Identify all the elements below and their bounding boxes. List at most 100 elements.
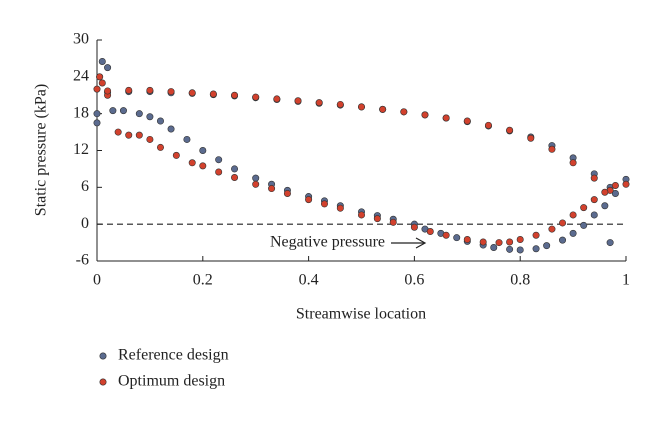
y-tick-label: -6 — [76, 252, 89, 269]
point — [453, 234, 461, 242]
legend-label: Reference design — [118, 347, 229, 364]
point — [252, 93, 260, 101]
point — [580, 221, 588, 229]
point — [104, 64, 112, 72]
point — [209, 90, 217, 98]
legend-label: Optimum design — [118, 373, 225, 390]
point — [548, 225, 556, 233]
point — [357, 211, 365, 219]
point — [252, 174, 260, 182]
point — [601, 188, 609, 196]
point — [114, 128, 122, 136]
point — [506, 245, 514, 253]
point — [283, 189, 291, 197]
x-tick-label: 0.4 — [299, 272, 319, 289]
y-tick-label: 24 — [73, 68, 89, 85]
point — [146, 135, 154, 143]
legend-marker — [99, 378, 107, 386]
point — [516, 236, 524, 244]
y-tick-label: 6 — [81, 178, 89, 195]
point — [231, 174, 239, 182]
point — [622, 180, 630, 188]
point — [167, 125, 175, 133]
point — [400, 108, 408, 116]
point — [231, 165, 239, 173]
point — [109, 107, 117, 115]
y-tick-label: 18 — [73, 104, 89, 121]
point — [199, 147, 207, 155]
y-tick-label: 12 — [73, 141, 89, 158]
point — [569, 159, 577, 167]
point — [93, 119, 101, 127]
point — [125, 86, 133, 94]
annotation: Negative pressure — [270, 234, 385, 251]
point — [463, 236, 471, 244]
point — [463, 117, 471, 125]
point — [119, 107, 127, 115]
y-tick-label: 30 — [73, 31, 89, 48]
point — [273, 95, 281, 103]
point — [410, 223, 418, 231]
point — [215, 156, 223, 164]
point — [336, 204, 344, 212]
legend-marker — [99, 352, 107, 360]
point — [294, 97, 302, 105]
point — [611, 189, 619, 197]
point — [569, 229, 577, 237]
point — [543, 242, 551, 250]
point — [231, 91, 239, 99]
point — [490, 243, 498, 251]
point — [373, 215, 381, 223]
point — [199, 162, 207, 170]
point — [442, 231, 450, 239]
x-tick-label: 0.2 — [193, 272, 213, 289]
point — [268, 185, 276, 193]
x-tick-label: 1 — [622, 272, 630, 289]
point — [506, 126, 514, 134]
point — [442, 114, 450, 122]
point — [479, 238, 487, 246]
point — [215, 168, 223, 176]
point — [96, 73, 104, 81]
point — [315, 99, 323, 107]
point — [590, 211, 598, 219]
point — [135, 110, 143, 118]
point — [336, 100, 344, 108]
annotation-arrowhead — [415, 237, 427, 249]
point — [590, 174, 598, 182]
point — [532, 231, 540, 239]
point — [357, 103, 365, 111]
point — [426, 228, 434, 236]
point — [305, 196, 313, 204]
point — [93, 110, 101, 118]
point — [104, 87, 112, 95]
point — [569, 211, 577, 219]
y-tick-label: 0 — [81, 215, 89, 232]
point — [188, 89, 196, 97]
point — [146, 86, 154, 94]
point — [93, 85, 101, 93]
point — [252, 180, 260, 188]
x-axis-label: Streamwise location — [296, 306, 426, 323]
point — [484, 121, 492, 129]
point — [580, 204, 588, 212]
point — [125, 131, 133, 139]
point — [98, 79, 106, 87]
x-tick-label: 0.8 — [510, 272, 530, 289]
point — [527, 134, 535, 142]
point — [172, 151, 180, 159]
point — [146, 113, 154, 121]
point — [506, 238, 514, 246]
point — [606, 239, 614, 247]
point — [156, 117, 164, 125]
point — [98, 57, 106, 65]
point — [188, 159, 196, 167]
point — [183, 135, 191, 143]
y-axis-label: Static pressure (kPa) — [33, 84, 50, 216]
point — [320, 200, 328, 208]
point — [559, 219, 567, 227]
point — [156, 143, 164, 151]
point — [379, 105, 387, 113]
